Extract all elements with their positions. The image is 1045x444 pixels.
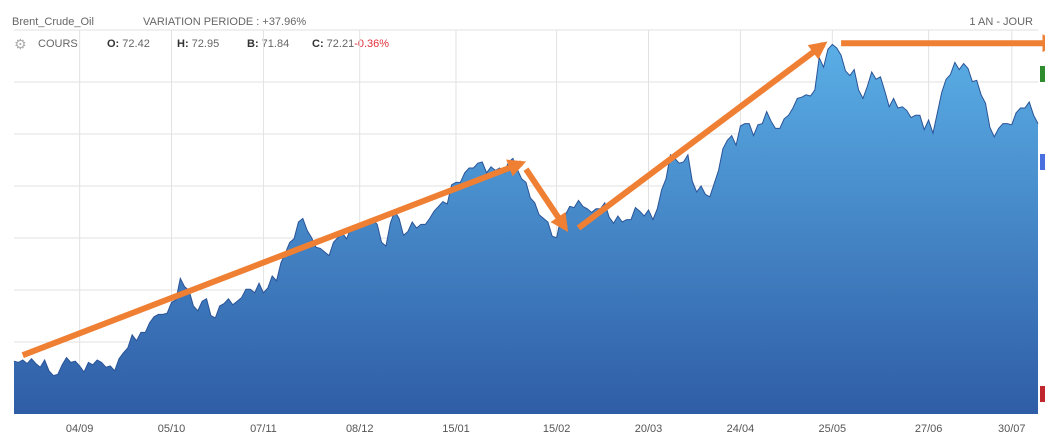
- x-tick-label: 15/01: [442, 423, 470, 435]
- series-area: [14, 44, 1038, 415]
- open-value: O: 72.42: [107, 38, 150, 50]
- trend-arrows: [21, 34, 1045, 358]
- price-area: [13, 43, 1039, 415]
- x-tick-label: 20/03: [635, 423, 663, 435]
- cours-label[interactable]: COURS: [38, 38, 78, 50]
- low-value: B: 71.84: [247, 38, 290, 50]
- x-axis: 04/09 05/10 07/11 08/12 15/01 15/02 20/03 24/04…: [66, 423, 1026, 435]
- x-tick-label: 08/12: [346, 423, 374, 435]
- gear-icon[interactable]: ⚙: [14, 36, 27, 52]
- price-marker-blue: [1040, 154, 1045, 170]
- x-tick-label: 30/07: [998, 423, 1026, 435]
- period-variation: VARIATION PERIODE : +37.96%: [143, 16, 307, 28]
- chart-header: Brent_Crude_Oil VARIATION PERIODE : +37.…: [0, 0, 1045, 36]
- series-line: [13, 43, 1039, 377]
- close-value: C: 72.21-0.36%: [312, 38, 390, 50]
- trend-arrow: [576, 41, 828, 231]
- x-tick-label: 15/02: [543, 423, 571, 435]
- price-marker-green: [1040, 66, 1045, 82]
- trend-arrow: [523, 167, 569, 232]
- x-tick-label: 25/05: [819, 423, 847, 435]
- x-tick-label: 05/10: [158, 423, 186, 435]
- price-markers: [1040, 66, 1045, 402]
- x-tick-label: 24/04: [727, 423, 755, 435]
- x-tick-label: 27/06: [915, 423, 943, 435]
- period-selector[interactable]: 1 AN - JOUR: [969, 16, 1033, 28]
- x-tick-label: 04/09: [66, 423, 94, 435]
- price-marker-red: [1040, 386, 1045, 402]
- trend-arrow: [21, 159, 527, 358]
- symbol-label[interactable]: Brent_Crude_Oil: [12, 16, 94, 28]
- high-value: H: 72.95: [177, 38, 220, 50]
- close-change: -0.36%: [354, 38, 390, 50]
- x-tick-label: 07/11: [250, 423, 277, 435]
